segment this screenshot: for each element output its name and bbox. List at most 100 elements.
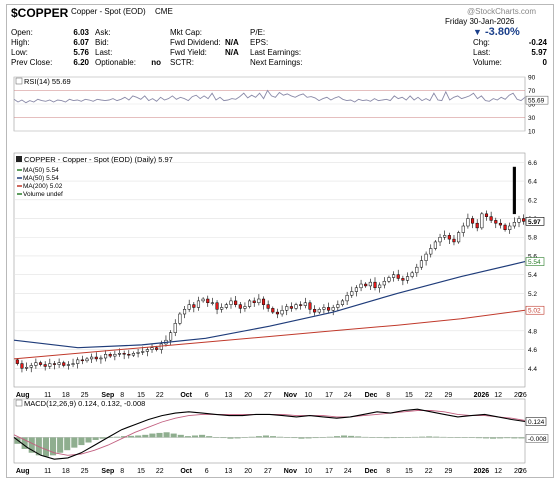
macd-hist-last-box <box>525 434 549 443</box>
macd-xlabel-11: 20 <box>244 468 252 475</box>
candle-107 <box>512 222 516 227</box>
rsi-legend-swatch <box>15 77 23 85</box>
candle-66 <box>322 307 326 310</box>
macd-hist-bar-11 <box>92 437 99 440</box>
price-legend-item-3: Volume undef <box>23 191 63 198</box>
col5-value-2: 0 <box>542 58 547 67</box>
col3-label-0: Mkt Cap: <box>170 28 203 37</box>
col3-label-2: Fwd Yield: <box>170 48 207 57</box>
candle-4 <box>34 362 38 366</box>
macd-xlabel-23: 12 <box>494 468 502 475</box>
macd-hist-bar-55 <box>404 437 411 438</box>
macd-hist-bar-26 <box>199 434 206 438</box>
candle-83 <box>401 278 405 281</box>
candle-36 <box>182 309 187 315</box>
macd-hist-bar-50 <box>369 437 376 438</box>
macd-hist-bar-30 <box>227 437 234 439</box>
price-tick-4: 5.8 <box>528 235 537 242</box>
candle-19 <box>104 353 108 359</box>
candle-71 <box>345 295 349 302</box>
candle-59 <box>289 306 293 309</box>
price-xlabel-5: 8 <box>120 392 124 399</box>
price-xlabel-2: 18 <box>62 392 70 399</box>
candle-21 <box>113 353 117 357</box>
price-legend-swatch <box>16 156 22 162</box>
price-xlabel-10: 13 <box>225 392 233 399</box>
price-tick-6: 5.4 <box>528 272 537 279</box>
macd-legend: MACD(12,26,9) 0.124, 0.132, -0.008 <box>24 399 145 408</box>
candle-94 <box>452 238 456 243</box>
macd-xlabel-3: 25 <box>81 468 89 475</box>
candle-98 <box>471 218 475 224</box>
candle-101 <box>484 213 489 217</box>
macd-hist-last-label: -0.008 <box>528 436 547 443</box>
macd-xlabel-10: 13 <box>225 468 233 475</box>
candle-64 <box>313 309 317 313</box>
col5-label-2: Volume: <box>473 58 502 67</box>
price-xlabel-25: 26 <box>519 392 527 399</box>
rsi-legend: RSI(14) 55.69 <box>24 77 71 86</box>
candle-96 <box>461 225 465 233</box>
candle-53 <box>261 298 266 305</box>
macd-hist-bar-53 <box>390 437 397 439</box>
ma50-line <box>13 261 526 349</box>
rsi-last-box <box>525 95 549 105</box>
triangle-down-icon: ▼ <box>473 27 482 37</box>
macd-hist-bar-10 <box>85 437 92 443</box>
candle-18 <box>99 357 103 360</box>
candle-6 <box>43 364 47 367</box>
candle-103 <box>494 220 498 224</box>
candle-14 <box>80 359 84 362</box>
macd-xlabel-14: 10 <box>304 468 312 475</box>
col1-label-0: Open: <box>11 28 33 37</box>
macd-hist-bar-67 <box>490 437 497 439</box>
macd-hist-bar-46 <box>340 435 348 438</box>
price-xlabel-9: 6 <box>205 392 209 399</box>
candle-52 <box>257 298 261 304</box>
macd-hist-bar-60 <box>440 436 447 438</box>
candle-51 <box>252 300 256 304</box>
candle-89 <box>429 248 433 255</box>
candles <box>15 210 526 373</box>
macd-xlabel-6: 15 <box>137 468 145 475</box>
candle-17 <box>94 356 98 360</box>
rsi-tick-3: 30 <box>528 115 536 122</box>
candle-15 <box>85 358 89 362</box>
candle-109 <box>522 218 526 222</box>
candle-104 <box>498 222 502 226</box>
ma50-last-box <box>525 257 545 266</box>
macd-xlabel-18: 8 <box>386 468 390 475</box>
ma200-last-label: 5.02 <box>528 308 541 315</box>
candle-95 <box>457 232 461 243</box>
macd-hist-bar-71 <box>518 437 525 439</box>
rsi-tick-0: 90 <box>528 75 536 82</box>
candle-5 <box>38 362 43 365</box>
candle-58 <box>285 306 289 311</box>
candle-69 <box>336 304 340 308</box>
macd-hist-bar-62 <box>454 437 461 438</box>
candle-80 <box>387 277 391 282</box>
macd-hist-bar-7 <box>64 437 71 451</box>
macd-xlabel-20: 22 <box>425 468 433 475</box>
candle-22 <box>117 353 122 355</box>
candle-85 <box>410 272 414 277</box>
candle-67 <box>326 307 331 311</box>
col1-label-3: Prev Close: <box>11 58 53 67</box>
watermark: @StockCharts.com <box>467 7 537 16</box>
col2-label-3: Optionable: <box>95 58 136 67</box>
macd-hist-bar-49 <box>362 436 369 438</box>
price-legend-item-0: MA(50) 5.54 <box>23 167 59 174</box>
col3-label-1: Fwd Dividend: <box>170 38 221 47</box>
macd-panel <box>13 398 526 464</box>
rsi-last-label: 55.69 <box>528 98 545 105</box>
macd-xlabel-22: 2026 <box>474 468 490 475</box>
col5-label-1: Last: <box>473 48 491 57</box>
candle-73 <box>354 287 358 292</box>
macd-hist-bar-16 <box>128 435 135 438</box>
price-xlabel-17: Dec <box>365 392 378 399</box>
col1-value-0: 6.03 <box>73 28 89 37</box>
price-last-box <box>525 217 545 226</box>
price-xlabel-22: 2026 <box>474 392 490 399</box>
price-xlabel-4: Sep <box>101 392 114 399</box>
candle-81 <box>392 274 396 278</box>
